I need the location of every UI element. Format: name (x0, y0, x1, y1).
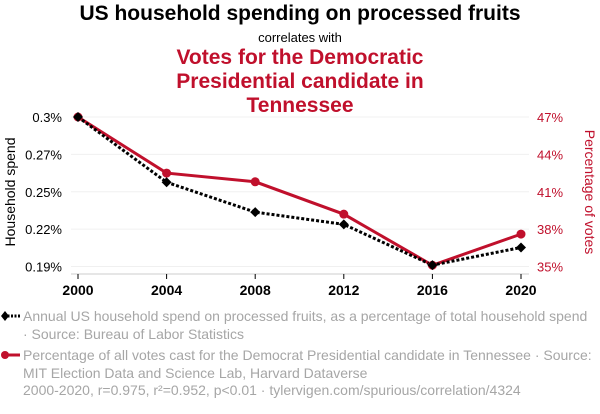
x-tick-label: 2016 (417, 282, 448, 298)
y-right-ticks: 47% 44% 41% 38% 35% (537, 110, 563, 275)
chart-subtitle: Votes for the Democratic Presidential ca… (0, 46, 600, 118)
subtitle-text: Votes for the Democratic Presidential ca… (176, 46, 424, 117)
series-spend-point (427, 260, 438, 271)
gridlines (71, 116, 529, 267)
series-spend-point (250, 207, 261, 218)
diamond-dotted-line-icon (1, 311, 20, 321)
x-tick-label: 2008 (240, 282, 271, 298)
legend-label: Percentage of all votes cast for the Dem… (23, 347, 592, 381)
series-group (73, 112, 526, 271)
series-votes-point (516, 229, 526, 239)
y-left-tick-label: 0.3% (32, 110, 62, 125)
footer-stats: 2000-2020, r=0.975, r²=0.952, p<0.01 · t… (23, 382, 521, 398)
y-right-tick-label: 47% (537, 110, 563, 125)
series-votes-point (339, 209, 349, 219)
series-votes-point (162, 168, 172, 178)
x-tick-label: 2012 (328, 282, 359, 298)
chart-area: 2000 2004 2008 2012 2016 2020 0.3%0.27%0.25%0… (2, 110, 598, 298)
x-tick-label: 2020 (505, 282, 536, 298)
legend-label: Annual US household spend on processed f… (23, 308, 588, 342)
y-right-tick-label: 41% (537, 185, 563, 200)
x-tick-label: 2004 (151, 282, 182, 298)
y-left-tick-label: 0.22% (25, 222, 62, 237)
x-tick-label: 2000 (62, 282, 93, 298)
series-votes-line (77, 115, 522, 267)
chart-title: US household spending on processed fruit… (79, 2, 521, 25)
series-spend-point (516, 242, 526, 253)
y-right-tick-label: 44% (537, 147, 563, 162)
y-right-tick-label: 38% (537, 222, 563, 237)
y-right-tick-label: 35% (537, 260, 563, 275)
chart-connector: correlates with (258, 30, 342, 45)
y-left-tick-label: 0.19% (25, 260, 62, 275)
y-left-tick-label: 0.25% (25, 185, 62, 200)
series-spend-line (77, 115, 522, 267)
x-axis-ticks: 2000 2004 2008 2012 2016 2020 (62, 274, 537, 298)
y-left-tick-label: 0.27% (25, 147, 62, 162)
circle-solid-line-icon (1, 351, 20, 359)
y-axis-right-label: Percentage of votes (582, 130, 598, 255)
series-spend-point (338, 219, 349, 230)
series-spend-point (161, 177, 172, 188)
y-left-ticks: 0.3% 0.27% 0.25% 0.22% 0.19% (25, 110, 62, 275)
y-axis-left-label: Household spend (2, 138, 18, 247)
series-spend-point (73, 112, 83, 122)
series-votes-point (250, 177, 260, 187)
